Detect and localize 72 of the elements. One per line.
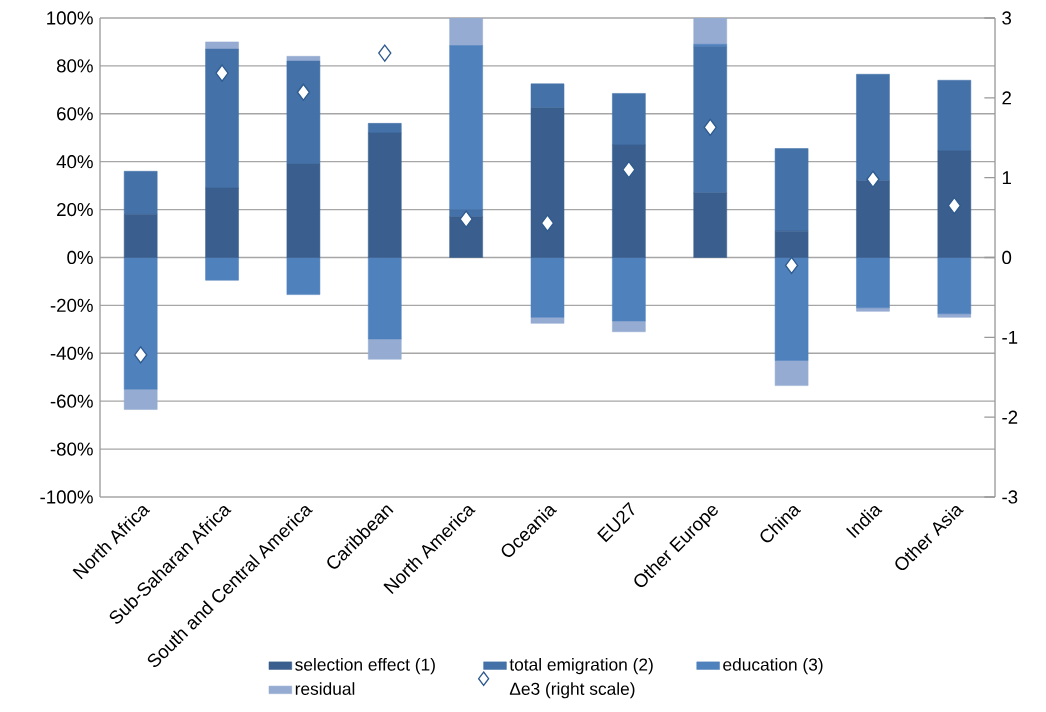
bar — [368, 257, 402, 340]
y-tick-label: 100% — [47, 11, 93, 25]
y-tick-label: -40% — [50, 346, 93, 360]
bar — [123, 388, 158, 410]
point — [378, 44, 392, 62]
legend-label: selection effect (1) — [295, 657, 435, 675]
y2-tick-label: -1 — [1002, 330, 1018, 344]
point — [866, 170, 880, 188]
bar — [693, 192, 727, 258]
bar — [368, 338, 402, 360]
y-tick-label: 60% — [57, 107, 93, 121]
y-tick-label: 20% — [57, 202, 93, 217]
bar — [937, 150, 972, 258]
bar — [286, 60, 321, 165]
bar — [856, 257, 890, 309]
bar — [286, 163, 321, 258]
point — [784, 256, 799, 275]
bar — [693, 17, 727, 45]
bar — [612, 144, 646, 258]
bar — [123, 171, 158, 215]
point — [134, 346, 148, 364]
bar — [612, 257, 646, 322]
bar — [937, 313, 972, 318]
y-tick-label: 80% — [56, 59, 93, 73]
bar — [123, 214, 158, 258]
y2-tick-label: 1 — [1002, 171, 1011, 185]
point — [215, 64, 229, 82]
bar — [449, 45, 483, 210]
y-tick-label: -100% — [40, 490, 93, 504]
point — [540, 214, 555, 232]
point — [296, 83, 311, 101]
bar — [530, 107, 565, 258]
bar — [937, 79, 972, 152]
y2-tick-label: -2 — [1002, 410, 1018, 424]
bar — [774, 257, 809, 361]
bar — [530, 257, 565, 318]
y-tick-label: -80% — [50, 442, 93, 456]
bar — [612, 93, 646, 146]
y2-tick-label: 2 — [1002, 91, 1011, 105]
bar — [530, 83, 565, 109]
y-tick-label: -20% — [50, 298, 93, 312]
bar — [774, 360, 809, 386]
y2-tick-label: 3 — [1002, 11, 1012, 25]
y-tick-label: -60% — [50, 394, 93, 408]
bar — [856, 74, 890, 182]
bar — [205, 187, 239, 258]
y2-tick-label: -3 — [1002, 490, 1018, 504]
legend-label: Δe3 (right scale) — [509, 682, 635, 699]
bar — [286, 257, 321, 295]
bar — [693, 46, 727, 194]
legend-label: education (3) — [723, 657, 823, 675]
point — [622, 161, 636, 179]
point — [947, 196, 961, 215]
point — [459, 210, 473, 228]
bar — [205, 41, 239, 50]
y-tick-label: 0% — [67, 250, 93, 265]
y-tick-label: 40% — [56, 155, 93, 169]
bar — [937, 257, 972, 315]
bar — [612, 320, 646, 333]
bar — [530, 317, 565, 324]
bar — [449, 17, 483, 46]
legend-label: residual — [295, 682, 355, 695]
bar — [856, 307, 890, 312]
bar — [774, 148, 809, 232]
bar — [123, 257, 158, 390]
bar — [205, 48, 239, 189]
bar — [205, 257, 239, 281]
bar — [368, 123, 402, 134]
legend-label: total emigration (2) — [509, 657, 653, 675]
y2-tick-label: 0 — [1002, 250, 1012, 265]
point — [703, 118, 717, 137]
bar — [368, 132, 402, 258]
